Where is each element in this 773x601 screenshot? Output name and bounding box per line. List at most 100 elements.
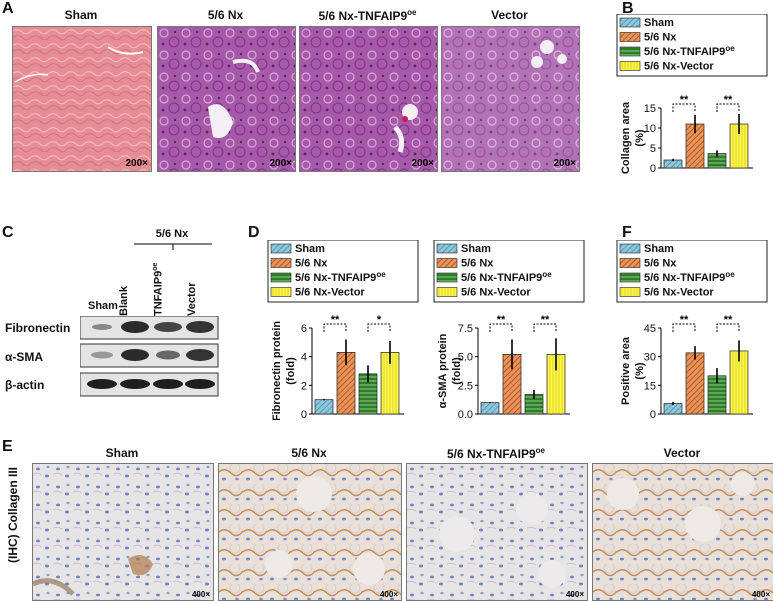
significance-bracket [367, 323, 391, 332]
lane-label-blank: Blank [118, 286, 130, 316]
chart-b: Sham 5/6 Nx5/6 Nx-TNFAIP9oe 5/6 Nx-Vector 0… [616, 14, 768, 174]
lane-label-vector: Vector [186, 282, 198, 316]
panel-a-letter: A [2, 0, 14, 17]
y-tick-label: 15 [644, 380, 656, 392]
legend-label: 5/6 Nx [644, 32, 677, 44]
magnification-label: 400× [565, 590, 584, 599]
significance-mark: ** [724, 94, 733, 106]
y-axis-label: (%) [634, 362, 646, 379]
chart-f: Sham 5/6 Nx5/6 Nx-TNFAIP9oe 5/6 Nx-Vector 0… [616, 240, 768, 420]
legend-swatch [270, 272, 292, 283]
panel-e-row-label: (IHC) Collagen III [6, 467, 20, 563]
panel-d-letter: D [248, 224, 260, 241]
legend-swatch [619, 61, 641, 71]
panel-b-letter: B [622, 0, 634, 17]
y-axis-label: Positive area [620, 336, 632, 405]
legend-label: 5/6 Nx-TNFAIP9oe [295, 270, 386, 284]
blot-row-bactin: β-actin [5, 378, 45, 392]
panel-e-letter: E [2, 438, 13, 455]
significance-bracket [323, 323, 347, 332]
magnification-label: 200× [553, 158, 576, 169]
legend-box [616, 14, 768, 77]
magnification-label: 400× [379, 590, 398, 599]
ihc-image-vector: 400× [592, 463, 773, 601]
legend-swatch [619, 287, 641, 297]
lane-label-sham: Sham [88, 300, 118, 312]
blot-row-asma: α-SMA [5, 350, 44, 364]
legend-label: 5/6 Nx-TNFAIP9oe [461, 270, 552, 284]
legend-swatch [619, 272, 641, 283]
magnification-label: 200× [269, 158, 292, 169]
legend-label: 5/6 Nx-TNFAIP9oe [644, 44, 735, 58]
legend-swatch [270, 287, 292, 297]
significance-mark: * [377, 314, 382, 326]
panel-e-title-sham: Sham [105, 446, 139, 460]
legend-swatch [270, 258, 292, 268]
significance-mark: ** [497, 314, 506, 326]
y-axis-label: α-SMA protein [437, 333, 449, 408]
legend-label: 5/6 Nx-TNFAIP9oe [644, 270, 735, 284]
panel-e-title-vector: Vector [663, 446, 701, 460]
legend-swatch [619, 258, 641, 268]
y-tick-label: 6 [301, 323, 307, 335]
panel-e-title-tnf: 5/6 Nx-TNFAIP9oe [446, 446, 546, 461]
legend-label: Sham [644, 17, 674, 29]
significance-mark: ** [724, 314, 733, 326]
panel-a-title-vector: Vector [491, 8, 528, 22]
significance-bracket [533, 323, 557, 332]
legend-swatch [619, 46, 641, 57]
legend-label: 5/6 Nx-Vector [644, 287, 714, 299]
chart-d2: Sham 5/6 Nx5/6 Nx-TNFAIP9oe 5/6 Nx-Vector 0… [433, 240, 585, 420]
y-tick-label: 15 [644, 103, 656, 115]
legend-label: 5/6 Nx-Vector [295, 287, 365, 299]
bar [663, 403, 683, 415]
significance-mark: ** [680, 94, 689, 106]
legend-swatch [436, 287, 458, 297]
legend-box [267, 240, 419, 303]
panel-c-letter: C [2, 224, 14, 241]
y-axis-label: (fold) [285, 357, 297, 385]
legend-label: 5/6 Nx [295, 258, 328, 270]
legend-swatch [619, 243, 641, 254]
significance-bracket [672, 103, 696, 112]
y-tick-label: 30 [644, 352, 656, 364]
western-blot: 5/6 Nx Sham Blank TNFAIP9oe Vector [82, 228, 232, 378]
bar [314, 399, 334, 415]
histology-image-vector: 200× [441, 26, 580, 172]
legend-swatch [270, 243, 292, 254]
y-tick-label: 0 [301, 409, 307, 420]
legend-swatch [619, 32, 641, 42]
legend-box [433, 240, 585, 303]
y-tick-label: 0.0 [458, 409, 473, 420]
legend-swatch [436, 272, 458, 283]
legend-swatch [436, 243, 458, 254]
legend-swatch [436, 258, 458, 268]
blot-row-fibronectin: Fibronectin [5, 321, 71, 335]
y-tick-label: 7.5 [458, 323, 473, 335]
y-tick-label: 5 [650, 143, 656, 155]
significance-mark: ** [331, 314, 340, 326]
legend-label: 5/6 Nx [644, 258, 677, 270]
y-axis-label: (fold) [451, 357, 463, 385]
ihc-image-nx: 400× [218, 463, 402, 601]
bar [480, 402, 500, 415]
significance-bracket [672, 323, 696, 332]
legend-swatch [619, 17, 641, 28]
legend-box [616, 240, 768, 303]
y-tick-label: 0 [650, 163, 656, 174]
panel-a-title-nx: 5/6 Nx [207, 8, 244, 22]
legend-label: Sham [461, 243, 491, 255]
panel-a-title-tnf: 5/6 Nx-TNFAIP9oe [318, 8, 417, 23]
significance-mark: ** [541, 314, 550, 326]
lane-label-tnf: TNFAIP9oe [152, 262, 165, 316]
ihc-image-sham: 400× [32, 463, 214, 601]
panel-e-title-nx: 5/6 Nx [291, 446, 327, 460]
panel-f-letter: F [622, 224, 632, 241]
histology-image-nx: 200× [157, 26, 296, 172]
y-axis-label: Fibronectin protein [271, 321, 283, 420]
significance-bracket [716, 103, 740, 112]
histology-image-tnf: 200× [299, 26, 438, 172]
significance-bracket [489, 323, 513, 332]
y-axis-label: (%) [634, 129, 646, 146]
y-tick-label: 2.5 [458, 380, 473, 392]
